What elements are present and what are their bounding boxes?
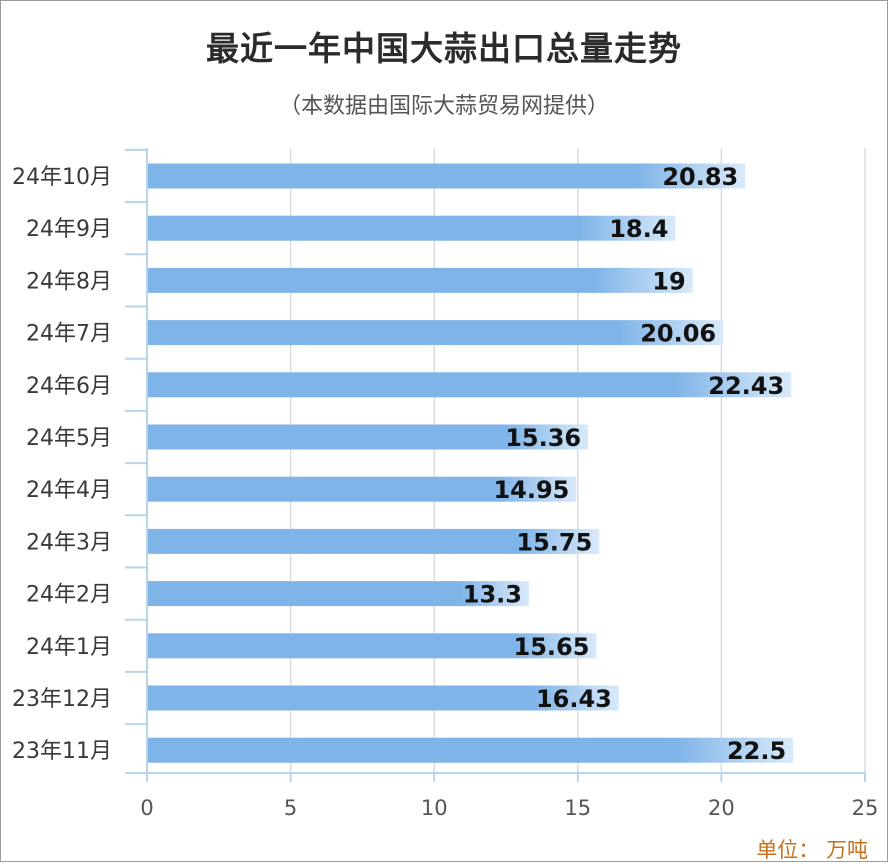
bar (147, 685, 619, 711)
value-label: 13.3 (463, 581, 522, 609)
value-label: 16.43 (536, 685, 612, 713)
bar (147, 320, 724, 346)
category-label: 24年7月 (26, 322, 112, 347)
x-tick-label: 10 (421, 796, 448, 820)
value-label: 18.4 (609, 215, 668, 243)
bar (147, 215, 676, 241)
value-label: 22.43 (708, 372, 784, 400)
bar (147, 267, 693, 293)
bars (147, 163, 794, 763)
category-label: 24年5月 (26, 426, 112, 451)
category-labels: 24年10月 24年9月 24年8月 24年7月 24年6月 24年5月 24年4月 24年3… (12, 165, 112, 764)
value-label: 15.75 (516, 528, 592, 556)
category-label: 24年6月 (26, 374, 112, 399)
bar (147, 372, 792, 398)
value-label: 20.06 (640, 320, 716, 348)
category-label: 24年1月 (26, 635, 112, 660)
value-label: 15.36 (505, 424, 581, 452)
value-label: 19 (652, 267, 685, 295)
category-label: 23年12月 (12, 687, 112, 712)
x-tick-labels: 0 5 10 15 20 25 (140, 796, 878, 820)
bar (147, 163, 746, 189)
bar (147, 528, 600, 554)
value-label: 14.95 (493, 476, 569, 504)
value-label: 20.83 (662, 163, 738, 191)
category-label: 24年9月 (26, 217, 112, 242)
category-label: 24年4月 (26, 478, 112, 503)
bar (147, 633, 597, 659)
bar (147, 476, 577, 502)
unit-label: 单位： 万吨 (756, 838, 868, 862)
chart-subtitle: （本数据由国际大蒜贸易网提供） (278, 94, 609, 119)
x-tick-label: 20 (708, 796, 735, 820)
x-tick-label: 25 (852, 796, 879, 820)
category-label: 24年10月 (12, 165, 112, 190)
category-label: 23年11月 (12, 739, 112, 764)
grid-lines (289, 148, 866, 773)
value-label: 22.5 (727, 737, 786, 765)
category-label: 24年3月 (26, 530, 112, 555)
chart-title: 最近一年中国大蒜出口总量走势 (206, 29, 682, 68)
category-label: 24年8月 (26, 269, 112, 294)
x-tick-label: 0 (140, 796, 153, 820)
value-label: 15.65 (514, 633, 590, 661)
bar (147, 737, 794, 763)
category-label: 24年2月 (26, 583, 112, 608)
x-tick-label: 15 (564, 796, 591, 820)
bar (147, 424, 589, 450)
axes (125, 148, 866, 782)
x-tick-label: 5 (284, 796, 297, 820)
value-labels: 20.83 18.4 19 20.06 22.43 15.36 14.95 15.75 13.3… (463, 163, 786, 765)
bar (147, 581, 529, 607)
